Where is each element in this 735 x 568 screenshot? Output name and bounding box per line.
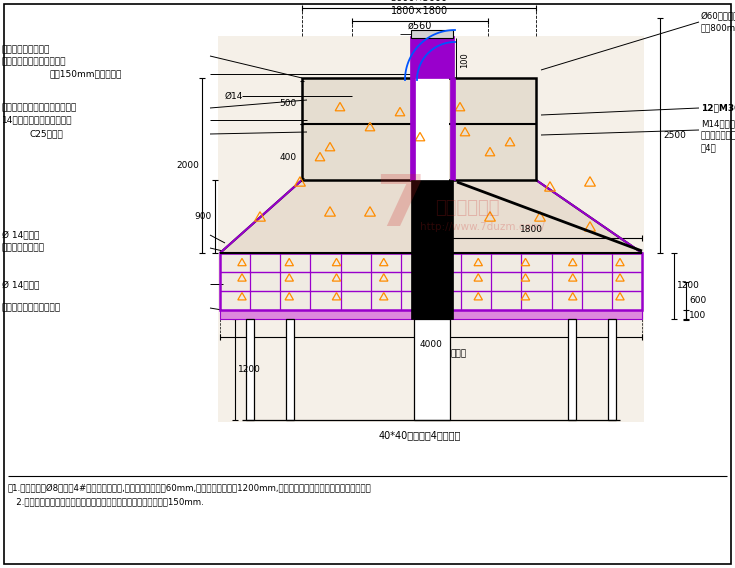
Text: 14厘环向分布筋（螺旋筋）: 14厘环向分布筋（螺旋筋） (2, 115, 73, 124)
Bar (220, 253, 642, 310)
Text: 地脚螺栓要求与此平面垂直: 地脚螺栓要求与此平面垂直 (2, 57, 66, 66)
Bar (218, 36, 644, 422)
Text: 500: 500 (280, 99, 297, 108)
Text: 2.灯基础预埋螺杆到基础钢筋网的底层搭接其端部弯位长度不低于150mm.: 2.灯基础预埋螺杆到基础钢筋网的底层搭接其端部弯位长度不低于150mm. (8, 498, 204, 507)
Bar (220, 253, 642, 310)
Text: 600: 600 (689, 296, 706, 305)
Text: 100: 100 (460, 52, 469, 68)
Text: 此平面要求保证水平: 此平面要求保证水平 (2, 45, 51, 55)
Bar (415, 180, 449, 318)
Text: 12个M30的螺杆: 12个M30的螺杆 (701, 103, 735, 112)
Polygon shape (220, 180, 642, 253)
Text: 东莞七度照明: 东莞七度照明 (435, 199, 500, 218)
Text: 4000: 4000 (420, 340, 442, 349)
Bar (568, 319, 576, 420)
Bar (450, 78, 455, 180)
Bar (286, 319, 294, 420)
Text: 40*40角钢（共4条均布）: 40*40角钢（共4条均布） (379, 430, 461, 440)
Circle shape (416, 301, 424, 309)
Text: 地网之间要求焊接: 地网之间要求焊接 (2, 244, 45, 253)
Text: Ø 14层钢筋: Ø 14层钢筋 (2, 231, 40, 240)
Text: C25混凝土: C25混凝土 (30, 130, 64, 139)
Text: 2000: 2000 (176, 161, 199, 170)
Text: 共4层: 共4层 (701, 144, 717, 152)
Text: Ø60电缆塑料管弯曲: Ø60电缆塑料管弯曲 (701, 11, 735, 20)
Text: 100: 100 (689, 311, 706, 319)
Bar (415, 78, 449, 180)
Bar (220, 310, 642, 319)
Circle shape (428, 301, 436, 309)
Text: 1200: 1200 (677, 282, 700, 290)
Text: Ø 14层钢筋: Ø 14层钢筋 (2, 280, 40, 289)
Text: http://www.7duzm.com/: http://www.7duzm.com/ (420, 222, 545, 232)
Text: 连接螺杆（平均分布）: 连接螺杆（平均分布） (701, 132, 735, 140)
Circle shape (440, 301, 448, 309)
Bar (414, 319, 450, 420)
Text: 7: 7 (375, 172, 425, 241)
Text: 1200: 1200 (238, 365, 261, 374)
Text: 900: 900 (195, 212, 212, 221)
Text: 180: 180 (412, 297, 429, 306)
Bar (410, 36, 454, 78)
Text: 注1.避雷引入用Ø8圆钢与4#角钢焊接成一体,基接长度不得小于60mm,角钢长度不得短于1200mm,热镀锌处理后在浇入素砼前打入基础坑底: 注1.避雷引入用Ø8圆钢与4#角钢焊接成一体,基接长度不得小于60mm,角钢长度… (8, 483, 372, 492)
Text: Ø14: Ø14 (225, 91, 243, 101)
Bar (415, 36, 449, 78)
Text: 地网与角钢之间要求焊接: 地网与角钢之间要求焊接 (2, 303, 61, 312)
Text: 1800: 1800 (520, 225, 542, 234)
Bar (302, 78, 536, 180)
Bar (608, 319, 616, 420)
Text: 半径800mm预留100mm在外面: 半径800mm预留100mm在外面 (701, 23, 735, 32)
Text: 400: 400 (280, 153, 297, 162)
Text: ø560: ø560 (408, 21, 432, 31)
Text: 1800×1800: 1800×1800 (392, 6, 448, 16)
Bar (410, 78, 415, 180)
Bar (411, 180, 453, 319)
Bar (246, 319, 254, 420)
Text: 2500: 2500 (663, 131, 686, 140)
Bar (302, 78, 536, 180)
Text: 砼垫层: 砼垫层 (451, 349, 467, 358)
Text: 预留150mm螺杆在外面: 预留150mm螺杆在外面 (50, 69, 122, 78)
Text: 支撑筒与地脚螺栓之间要求焊接: 支撑筒与地脚螺栓之间要求焊接 (2, 103, 77, 112)
Text: M14加固拉杆环形: M14加固拉杆环形 (701, 119, 735, 128)
Bar (411, 30, 453, 38)
Text: 3600×3600: 3600×3600 (390, 0, 448, 3)
